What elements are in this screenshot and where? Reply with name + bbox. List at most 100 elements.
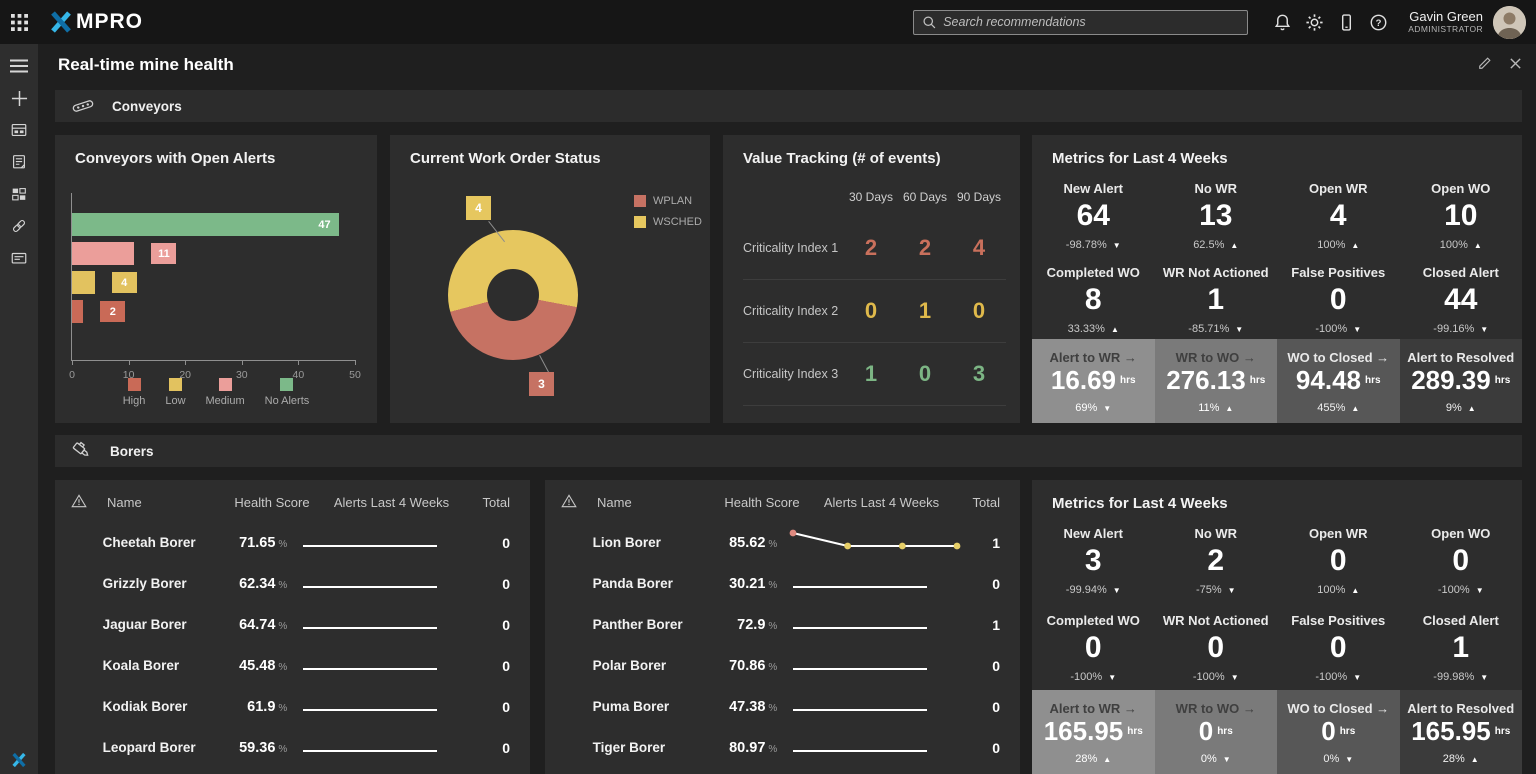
panel-metrics-borers: Metrics for Last 4 Weeks New Alert 3 -99.9… <box>1032 480 1522 774</box>
column-header-name: Name <box>597 495 632 510</box>
metric-value: 0 <box>1452 544 1470 577</box>
metric-value: 13 <box>1199 199 1233 232</box>
table-row-polar-borer[interactable]: Polar Borer 70.86% 0 <box>545 645 1020 686</box>
table-row-jaguar-borer[interactable]: Jaguar Borer 64.74% 0 <box>55 604 530 645</box>
percent-unit: % <box>768 579 778 591</box>
bar-value-label: 47 <box>311 214 337 235</box>
table-row-leopard-borer[interactable]: Leopard Borer 59.36% 0 <box>55 727 530 768</box>
metric-value: 3 <box>1084 544 1102 577</box>
edit-dashboard-button[interactable] <box>1476 54 1494 72</box>
settings-button[interactable] <box>1298 6 1330 38</box>
search-input[interactable] <box>943 15 1240 29</box>
legend-item-wsched[interactable]: WSCHED <box>634 216 702 228</box>
bar-value-label: 4 <box>111 272 137 293</box>
sidebar-menu-toggle[interactable] <box>0 50 38 82</box>
table-row-puma-borer[interactable]: Puma Borer 47.38% 0 <box>545 686 1020 727</box>
arrow-down-icon: ▼ <box>1230 673 1239 682</box>
table-row-lion-borer[interactable]: Lion Borer 85.62% 1 <box>545 522 1020 563</box>
percent-unit: % <box>278 661 288 673</box>
stage-unit: hrs <box>1494 375 1511 386</box>
health-score: 71.65% <box>239 534 288 551</box>
tracked-value: 2 <box>918 235 932 260</box>
section-header-borers[interactable]: Borers <box>55 435 1522 467</box>
user-role: ADMINISTRATOR <box>1408 23 1483 34</box>
table-row-grizzly-borer[interactable]: Grizzly Borer 62.34% 0 <box>55 563 530 604</box>
health-score: 47.38% <box>729 698 778 715</box>
metric-new-alert: New Alert 64 -98.78% ▼ <box>1032 171 1155 255</box>
table-row-koala-borer[interactable]: Koala Borer 45.48% 0 <box>55 645 530 686</box>
alerts-trend-cell <box>777 691 961 722</box>
value-tracking-row: Criticality Index 1 2 2 4 <box>743 217 1006 280</box>
panel-value-tracking: Value Tracking (# of events) 30 Days 60 D… <box>723 135 1020 423</box>
notifications-button[interactable] <box>1266 6 1298 38</box>
close-icon <box>1509 57 1521 69</box>
section-title-conveyors: Conveyors <box>112 98 182 114</box>
help-button[interactable]: ? <box>1362 6 1394 38</box>
table-body: Cheetah Borer 71.65% 0 Grizzly Borer 62.34% 0… <box>55 522 530 768</box>
borer-name: Polar Borer <box>592 658 667 673</box>
stage-unit: hrs <box>1217 726 1233 737</box>
metric-label: WR Not Actioned <box>1162 613 1269 628</box>
sidebar-item-dashboards[interactable] <box>0 114 38 146</box>
x-axis-tick-label: 0 <box>69 369 75 381</box>
panel-conveyor-alerts: Conveyors with Open Alerts 47 11 4 2 0 10 20 30… <box>55 135 377 423</box>
metric-value: 0 <box>1329 283 1347 316</box>
alerts-trend-cell <box>287 691 471 722</box>
left-sidebar <box>0 44 38 774</box>
legend-item-low[interactable]: Low <box>165 378 186 407</box>
alerts-trend-cell <box>287 609 471 640</box>
xmpro-logo[interactable]: MPRO <box>48 10 143 34</box>
sidebar-add-button[interactable] <box>0 82 38 114</box>
health-score: 64.74% <box>239 616 288 633</box>
sidebar-item-widgets[interactable] <box>0 178 38 210</box>
percent-unit: % <box>278 579 288 591</box>
stage-wo-to-closed: WO to Closed → 94.48 hrs 455% ▲ <box>1277 339 1400 423</box>
metric-completed-wo: Completed WO 8 33.33% ▲ <box>1032 255 1155 339</box>
sidebar-item-cards[interactable] <box>0 242 38 274</box>
column-header-alerts: Alerts Last 4 Weeks <box>823 495 940 510</box>
stage-unit: hrs <box>1339 726 1356 737</box>
legend-item-no-alerts[interactable]: No Alerts <box>265 378 309 407</box>
metric-change: -100% ▼ <box>1192 671 1239 683</box>
arrow-down-icon: ▼ <box>1480 325 1489 334</box>
tracked-value: 2 <box>864 235 878 260</box>
percent-unit: % <box>768 702 778 714</box>
table-row-tiger-borer[interactable]: Tiger Borer 80.97% 0 <box>545 727 1020 768</box>
table-header-row: Name Health Score Alerts Last 4 Weeks Total <box>545 480 1020 511</box>
metric-value: 8 <box>1084 283 1102 316</box>
alerts-sparkline <box>793 750 928 752</box>
legend-item-wplan[interactable]: WPLAN <box>634 195 702 207</box>
close-dashboard-button[interactable] <box>1506 54 1524 72</box>
user-avatar[interactable] <box>1493 5 1526 39</box>
arrow-down-icon: ▼ <box>1227 586 1236 595</box>
table-row-kodiak-borer[interactable]: Kodiak Borer 61.9% 0 <box>55 686 530 727</box>
legend-item-medium[interactable]: Medium <box>206 378 245 407</box>
sidebar-item-forms[interactable] <box>0 146 38 178</box>
stage-change: 28% ▲ <box>1442 753 1479 766</box>
alerts-total: 0 <box>992 657 1000 674</box>
x-axis-tick <box>128 360 130 365</box>
user-name: Gavin Green <box>1409 8 1483 24</box>
table-row-panther-borer[interactable]: Panther Borer 72.9% 1 <box>545 604 1020 645</box>
metric-value: 0 <box>1329 544 1347 577</box>
alerts-trend-cell <box>287 527 471 558</box>
borer-drill-icon <box>72 441 89 456</box>
user-menu[interactable]: Gavin Green ADMINISTRATOR <box>1408 8 1483 35</box>
sparkline-point <box>789 529 797 537</box>
metric-false-positives: False Positives 0 -100% ▼ <box>1277 255 1400 339</box>
sidebar-xmpro-logo[interactable] <box>0 752 38 768</box>
x-axis-tick-label: 10 <box>122 369 135 381</box>
mobile-button[interactable] <box>1330 6 1362 38</box>
sidebar-item-connections[interactable] <box>0 210 38 242</box>
borer-name: Lion Borer <box>592 535 661 550</box>
table-row-cheetah-borer[interactable]: Cheetah Borer 71.65% 0 <box>55 522 530 563</box>
alerts-total: 0 <box>992 698 1000 715</box>
metric-value: 1 <box>1207 283 1225 316</box>
section-header-conveyors[interactable]: Conveyors <box>55 90 1522 122</box>
app-launcher-icon[interactable] <box>0 13 38 31</box>
metric-wr-not-actioned: WR Not Actioned 1 -85.71% ▼ <box>1155 255 1278 339</box>
search-box[interactable] <box>913 9 1249 35</box>
table-row-panda-borer[interactable]: Panda Borer 30.21% 0 <box>545 563 1020 604</box>
metrics-stages-borers: Alert to WR → 165.95 hrs 28% ▲ WR to WO → 0 hrs… <box>1032 690 1522 774</box>
legend-item-high[interactable]: High <box>123 378 145 407</box>
